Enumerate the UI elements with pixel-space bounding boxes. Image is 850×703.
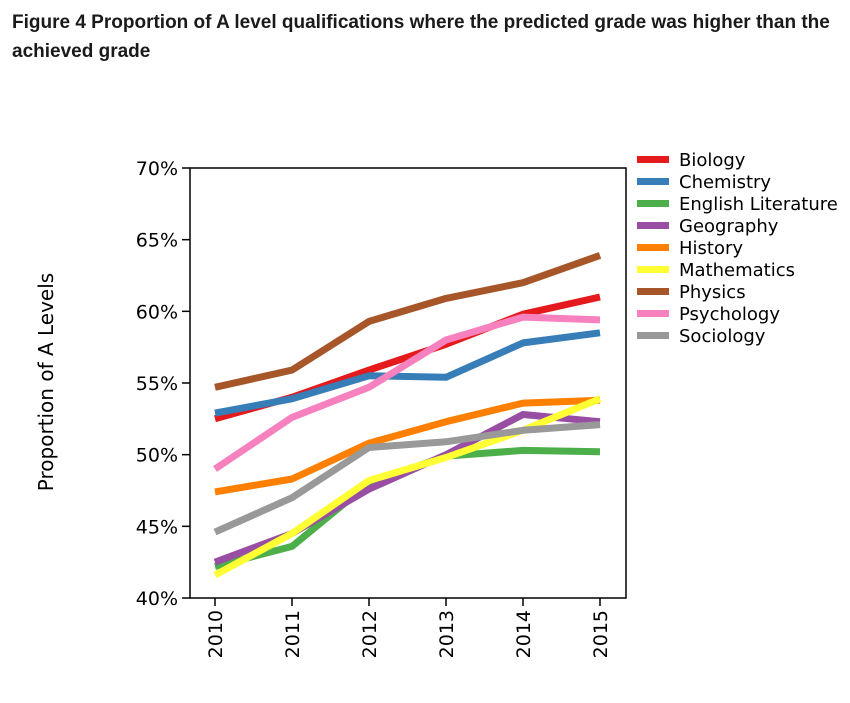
legend-label-biology: Biology: [679, 150, 746, 171]
series-lines: [213, 252, 602, 579]
legend-label-english-literature: English Literature: [679, 194, 838, 215]
legend-swatch-chemistry: [637, 178, 669, 185]
legend-swatch-biology: [637, 156, 669, 163]
y-tick-label: 65%: [136, 230, 178, 252]
legend-label-history: History: [679, 238, 743, 259]
y-tick-label: 60%: [136, 301, 178, 323]
y-axis-title: Proportion of A Levels: [34, 273, 58, 491]
y-tick-label: 70%: [136, 158, 178, 180]
x-tick-label: 2013: [436, 610, 458, 658]
x-tick-label: 2010: [205, 610, 227, 658]
series-line-mathematics: [213, 395, 602, 579]
series-line-sociology: [213, 421, 601, 536]
x-tick-label: 2011: [282, 610, 304, 658]
y-tick-label: 45%: [136, 516, 178, 538]
y-tick-label: 40%: [136, 588, 178, 610]
legend-swatch-mathematics: [637, 266, 669, 273]
legend-label-psychology: Psychology: [679, 304, 780, 325]
x-axis: 2010 2011 2012 2013 2014 2015: [205, 598, 612, 658]
legend-label-sociology: Sociology: [679, 326, 766, 347]
legend-swatch-history: [637, 244, 669, 251]
legend-swatch-sociology: [637, 332, 669, 339]
legend-swatch-physics: [637, 288, 669, 295]
y-tick-label: 50%: [136, 445, 178, 467]
x-tick-label: 2012: [359, 610, 381, 658]
legend-swatch-psychology: [637, 310, 669, 317]
legend-label-chemistry: Chemistry: [679, 172, 771, 193]
legend-label-physics: Physics: [679, 282, 746, 303]
legend-label-geography: Geography: [679, 216, 779, 237]
y-tick-label: 55%: [136, 373, 178, 395]
series-line-psychology: [213, 313, 601, 472]
plot-border: [189, 167, 627, 599]
legend-label-mathematics: Mathematics: [679, 260, 795, 281]
y-axis: 40% 45% 50% 55% 60% 65% 70%: [136, 158, 190, 610]
x-tick-label: 2014: [513, 610, 535, 658]
series-line-chemistry: [214, 329, 601, 417]
plot-frame: [189, 167, 627, 599]
x-tick-label: 2015: [590, 610, 612, 658]
legend-swatch-english-literature: [637, 200, 669, 207]
figure-title: Figure 4 Proportion of A level qualifica…: [12, 12, 830, 62]
series-line-history: [214, 396, 601, 496]
legend-swatch-geography: [637, 222, 669, 229]
series-line-physics: [214, 252, 602, 391]
